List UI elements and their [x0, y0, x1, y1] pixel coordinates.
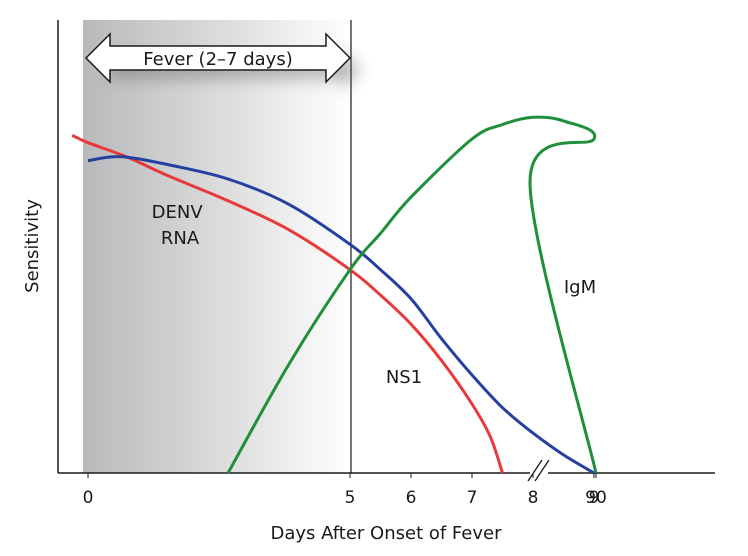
- fever-window-label: Fever (2–7 days): [143, 49, 292, 70]
- annotation-ns1: NS1: [386, 367, 422, 388]
- annotation-igm: IgM: [564, 277, 596, 298]
- x-tick-label-7: 7: [467, 488, 478, 508]
- y-axis-title: Sensitivity: [22, 199, 43, 293]
- x-tick-label-8: 8: [528, 488, 539, 508]
- fever-window-shading: [83, 20, 351, 473]
- fever-duration-arrow: Fever (2–7 days): [84, 32, 360, 90]
- series-line-ns1: [87, 155, 595, 475]
- annotation-denv-rna: DENV RNA: [152, 202, 209, 249]
- x-axis-title: Days After Onset of Fever: [270, 523, 502, 544]
- x-tick-label-5: 5: [345, 488, 356, 508]
- axis-break-icon: [527, 459, 550, 482]
- x-axis-ticks: 0 5 6 7 8 990: [83, 473, 607, 508]
- x-tick-label-0: 0: [83, 488, 94, 508]
- x-tick-label-9: 9: [589, 488, 600, 508]
- x-tick-label-6: 6: [406, 488, 417, 508]
- series-line-igm: [226, 115, 598, 474]
- x-tick-label-90: 90: [585, 488, 607, 508]
